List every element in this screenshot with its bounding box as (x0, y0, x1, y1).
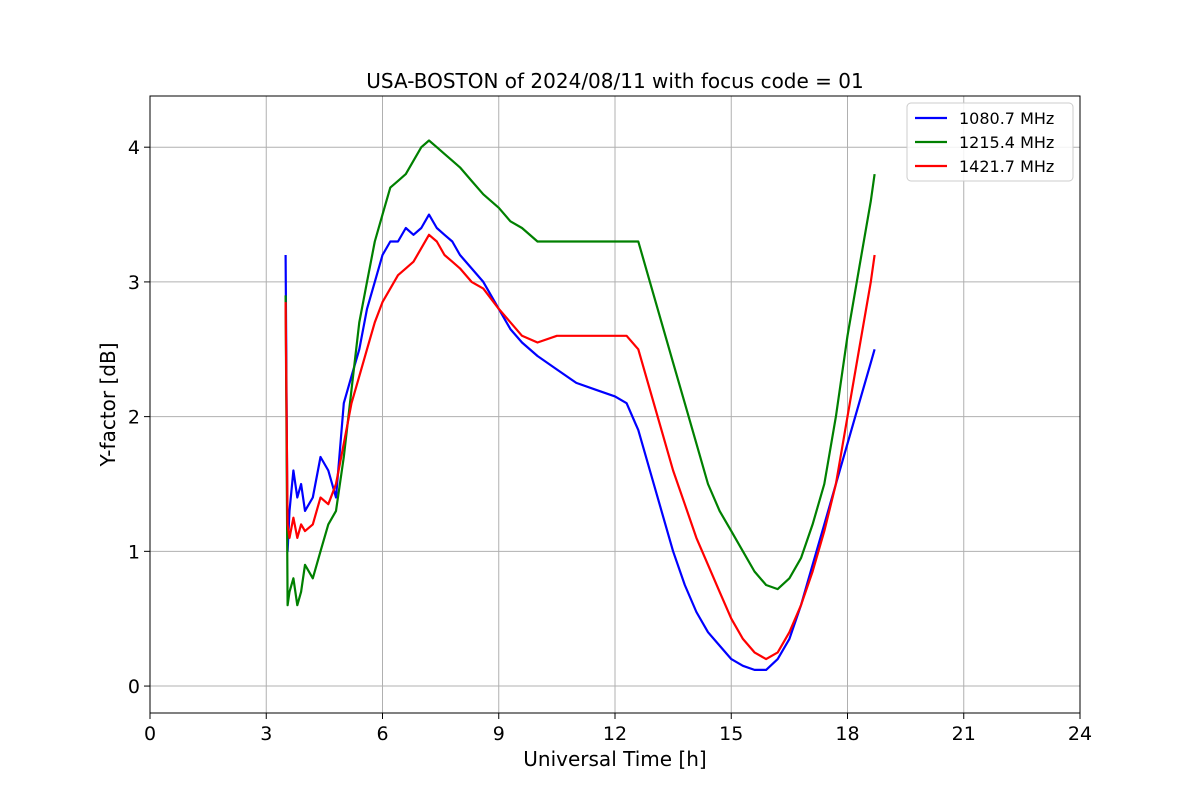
y-axis-label: Y-factor [dB] (96, 342, 120, 467)
x-tick-label: 18 (835, 723, 859, 745)
series-line-1080-7-mhz (284, 213, 876, 671)
x-axis-label: Universal Time [h] (523, 747, 706, 771)
x-tick-label: 6 (376, 723, 388, 745)
legend: 1080.7 MHz 1215.4 MHz 1421.7 MHz (906, 102, 1074, 182)
x-tick-label: 24 (1068, 723, 1092, 745)
y-tick-label: 2 (128, 407, 140, 429)
y-tick-label: 1 (128, 541, 140, 563)
legend-label: 1215.4 MHz (959, 133, 1054, 152)
x-tick-label: 12 (603, 723, 627, 745)
y-tick-label: 0 (128, 676, 140, 698)
legend-label: 1421.7 MHz (959, 157, 1054, 176)
grid-layer (149, 96, 1081, 713)
series-line-1215-4-mhz (284, 139, 876, 607)
series-layer (284, 139, 876, 671)
x-tick-label: 9 (493, 723, 505, 745)
x-tick-label: 21 (952, 723, 976, 745)
x-tick-label: 15 (719, 723, 743, 745)
x-tick-label: 3 (260, 723, 272, 745)
legend-box (906, 102, 1074, 182)
series-line-1421-7-mhz (284, 233, 876, 661)
y-tick-label: 3 (128, 272, 140, 294)
y-tick-label: 4 (128, 137, 140, 159)
x-tick-label: 0 (144, 723, 156, 745)
legend-label: 1080.7 MHz (959, 109, 1054, 128)
chart-title: USA-BOSTON of 2024/08/11 with focus code… (366, 69, 863, 93)
